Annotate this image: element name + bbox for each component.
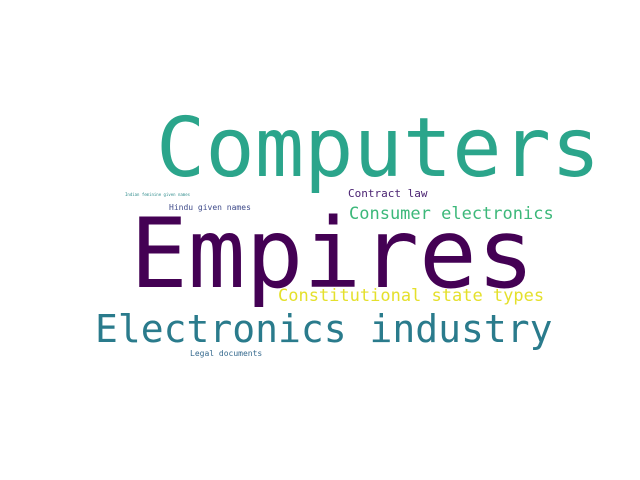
word-indian-feminine-given-names: Indian feminine given names xyxy=(125,192,191,197)
word-hindu-given-names: Hindu given names xyxy=(169,203,251,212)
word-contract-law: Contract law xyxy=(348,187,428,200)
word-legal-documents: Legal documents xyxy=(190,349,263,358)
word-empires: Empires xyxy=(130,198,535,310)
word-constitutional-state-types: Constitutional state types xyxy=(278,286,545,306)
word-computers: Computers xyxy=(156,101,601,196)
word-electronics-industry: Electronics industry xyxy=(95,307,553,351)
word-consumer-electronics: Consumer electronics xyxy=(349,204,554,224)
